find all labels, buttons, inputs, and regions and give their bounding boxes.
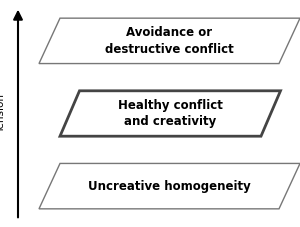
Text: Healthy conflict
and creativity: Healthy conflict and creativity: [118, 99, 223, 128]
Text: Uncreative homogeneity: Uncreative homogeneity: [88, 180, 251, 193]
Text: Tension: Tension: [0, 94, 7, 133]
Polygon shape: [39, 163, 300, 209]
Polygon shape: [39, 18, 300, 64]
Text: Avoidance or
destructive conflict: Avoidance or destructive conflict: [105, 26, 234, 56]
Polygon shape: [60, 91, 280, 136]
